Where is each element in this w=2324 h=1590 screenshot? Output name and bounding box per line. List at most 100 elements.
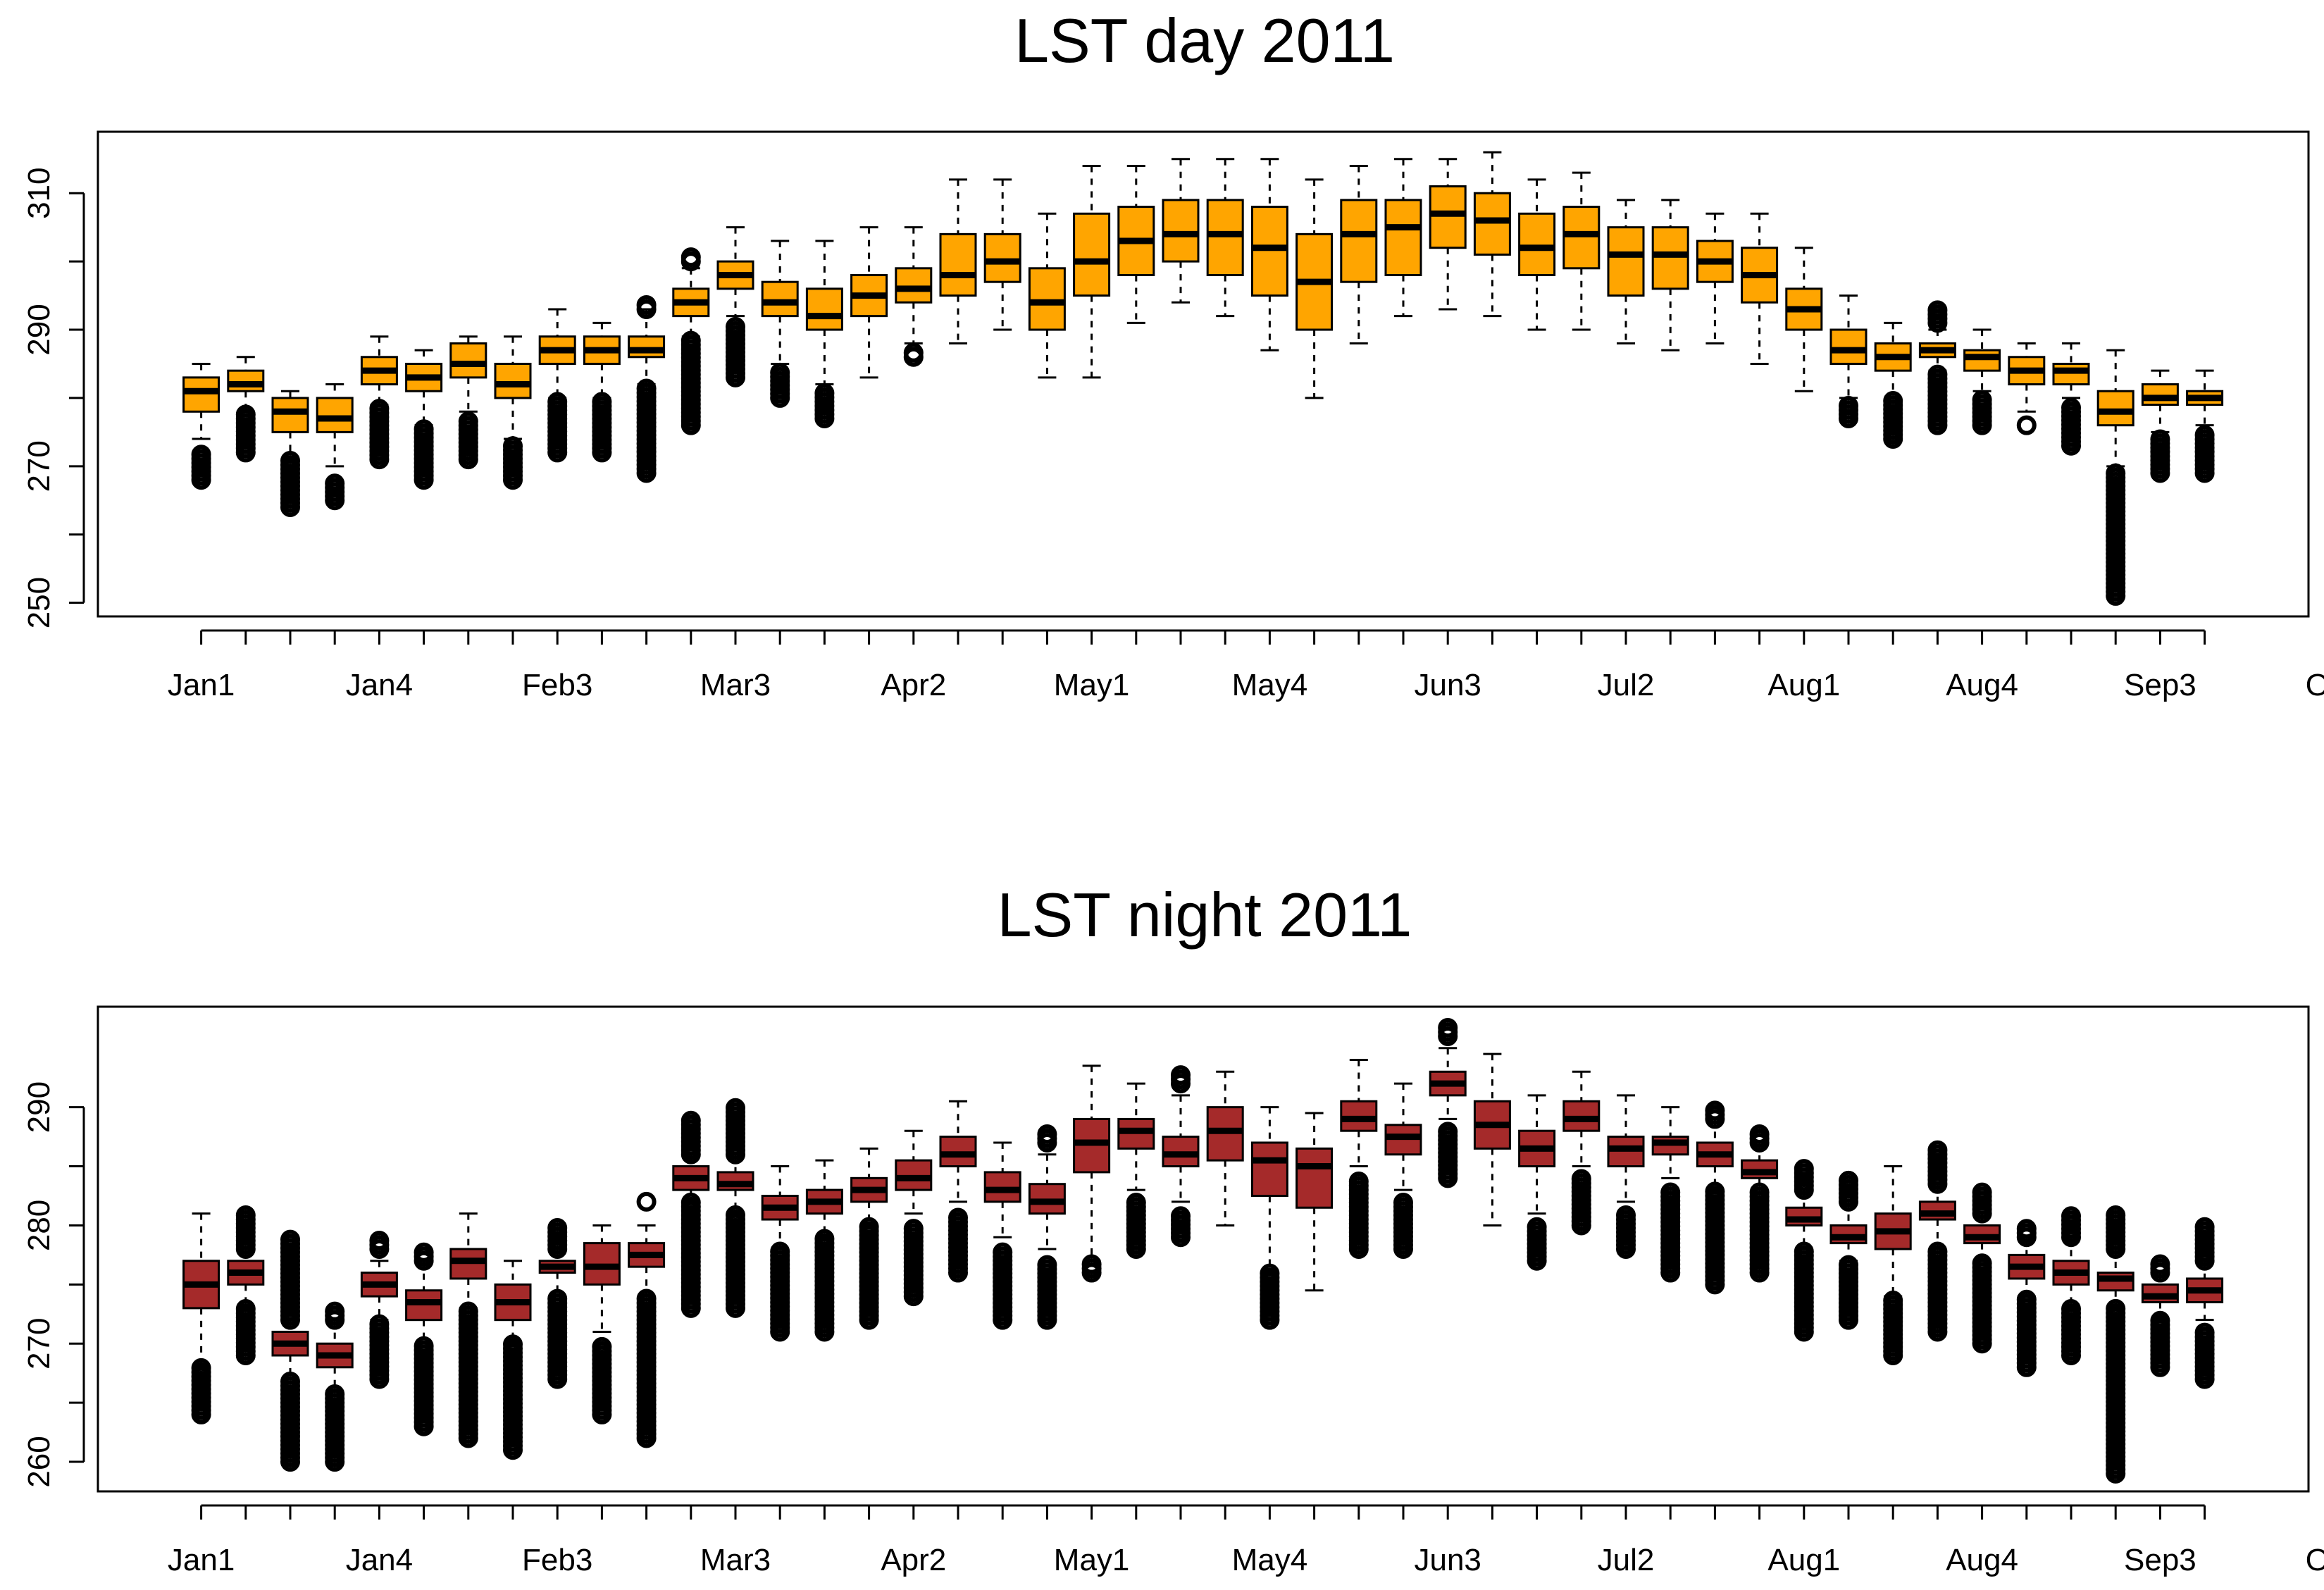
night-outlier (1927, 1241, 1948, 1262)
day-outlier (681, 330, 701, 351)
day-box (583, 321, 621, 463)
night-box (1741, 1124, 1779, 1283)
night-outlier (1348, 1172, 1369, 1191)
day-x-axis: Jan1 Jan4 Feb3 Mar3 Apr2 May1 May4 Jun3 Jul2 Aug1… (168, 629, 2324, 702)
day-box (538, 308, 576, 463)
day-box (1651, 199, 1689, 352)
day-iqr-box (1162, 199, 1200, 263)
night-box (1607, 1094, 1645, 1259)
night-outlier (1527, 1217, 1547, 1237)
day-iqr-box (2141, 383, 2179, 406)
night-outlier (636, 1191, 657, 1212)
night-box (1384, 1082, 1422, 1259)
day-iqr-box (895, 267, 933, 304)
night-outlier (1438, 1122, 1458, 1142)
night-box (1028, 1124, 1066, 1330)
night-chart-title: LST night 2011 (998, 880, 1412, 950)
night-outlier (1037, 1124, 1057, 1144)
night-box (1696, 1100, 1734, 1295)
night-outlier (993, 1242, 1013, 1262)
day-box (761, 240, 799, 408)
day-x-tick-label: Sep3 (2124, 668, 2196, 702)
night-outlier (1839, 1255, 1858, 1275)
night-outlier (547, 1218, 568, 1238)
day-box (1429, 158, 1467, 311)
night-outlier (369, 1231, 390, 1250)
day-box (1340, 164, 1378, 344)
night-box (1295, 1112, 1334, 1292)
day-box (1028, 212, 1066, 379)
day-box (1250, 158, 1288, 352)
day-box (1384, 158, 1422, 318)
night-outlier (2106, 1298, 2126, 1319)
day-outlier (458, 411, 478, 432)
night-x-tick-label: Sep3 (2124, 1543, 2196, 1577)
day-box (1741, 212, 1779, 365)
night-outlier (1839, 1170, 1858, 1191)
night-outlier (547, 1288, 568, 1309)
day-box (2186, 369, 2224, 483)
day-iqr-box (1473, 192, 1511, 256)
day-outlier (2016, 415, 2037, 435)
night-box (761, 1165, 799, 1342)
day-outlier (636, 378, 657, 399)
night-outlier (2016, 1289, 2037, 1310)
day-box (1473, 151, 1511, 318)
night-x-tick-label: Jan1 (168, 1543, 235, 1577)
night-outlier (280, 1372, 300, 1392)
night-x-tick-label: Aug1 (1767, 1543, 1840, 1577)
day-iqr-box (761, 280, 799, 318)
night-x-tick-label: May4 (1232, 1543, 1308, 1577)
night-outlier (1126, 1193, 1146, 1212)
day-outlier (636, 294, 657, 315)
night-box (1963, 1182, 2001, 1354)
night-box (1918, 1140, 1956, 1342)
day-outlier (2194, 425, 2215, 445)
night-box (2096, 1205, 2135, 1484)
day-box (360, 335, 398, 470)
day-iqr-box (227, 369, 265, 392)
night-outlier (1705, 1100, 1725, 1121)
day-x-tick-label: Jul2 (1598, 668, 1655, 702)
day-box (983, 178, 1021, 331)
day-box (716, 226, 754, 387)
day-iqr-box (182, 376, 220, 413)
day-box (895, 226, 933, 367)
day-box (1206, 158, 1244, 318)
day-box (1162, 158, 1200, 304)
day-iqr-box (983, 232, 1021, 283)
night-box (672, 1110, 710, 1318)
day-box (1874, 321, 1912, 449)
day-x-tick-label: Mar3 (700, 668, 771, 702)
night-box (1250, 1106, 1288, 1330)
night-outlier (1438, 1017, 1458, 1038)
night-x-tick-label: Jul2 (1598, 1543, 1655, 1577)
night-box (1073, 1064, 1111, 1283)
night-outlier (814, 1229, 835, 1249)
night-outlier (1972, 1182, 1992, 1203)
night-box (583, 1224, 621, 1424)
day-x-tick-label: Aug1 (1767, 668, 1840, 702)
night-outlier (1081, 1254, 1102, 1274)
night-outlier (1571, 1169, 1591, 1189)
day-x-tick-label: Jan1 (168, 668, 235, 702)
night-x-tick-label: Jan4 (346, 1543, 413, 1577)
day-outlier (1839, 395, 1858, 416)
day-outlier (726, 316, 745, 337)
night-box (1874, 1165, 1912, 1366)
day-outlier (503, 436, 523, 456)
day-outlier (235, 404, 256, 425)
night-box (1429, 1017, 1467, 1188)
day-iqr-box (1829, 328, 1868, 365)
day-iqr-box (1607, 226, 1645, 297)
day-plot-frame (97, 130, 2310, 618)
night-box (1651, 1106, 1689, 1283)
day-box (1073, 164, 1111, 379)
day-box (805, 240, 843, 428)
night-y-tick-label: 290 (22, 1081, 56, 1133)
night-outlier (1972, 1253, 1992, 1274)
night-outlier (726, 1098, 745, 1118)
day-x-tick-label: May4 (1232, 668, 1308, 702)
night-outlier (2150, 1310, 2170, 1331)
day-outlier (414, 419, 434, 440)
